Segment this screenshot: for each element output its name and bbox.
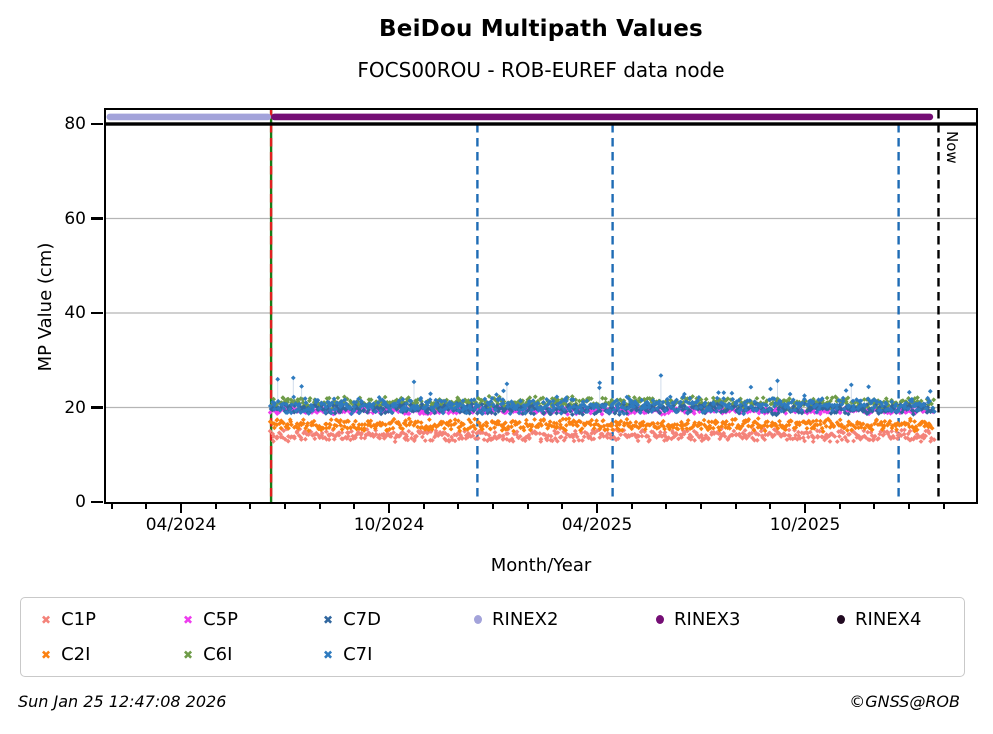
x-tick-m25 bbox=[942, 504, 945, 509]
plot-canvas bbox=[106, 110, 976, 502]
x-tick-m9 bbox=[388, 504, 390, 513]
y-tick-40 bbox=[91, 311, 103, 315]
y-tick-label-0: 0 bbox=[75, 492, 86, 512]
x-tick-label-10-2024: 10/2024 bbox=[353, 515, 425, 535]
y-tick-80 bbox=[91, 122, 103, 126]
x-tick-label-04-2024: 04/2024 bbox=[145, 515, 217, 535]
legend-label: RINEX4 bbox=[855, 609, 922, 630]
x-tick-m1 bbox=[110, 504, 113, 509]
x-tick-m19 bbox=[734, 504, 737, 509]
y-tick-label-80: 80 bbox=[64, 114, 86, 134]
page-title: BeiDou Multipath Values bbox=[379, 16, 703, 42]
threshold-line-80 bbox=[106, 122, 976, 126]
legend-item-c6i: ✖ C6I bbox=[183, 644, 323, 665]
series-c1p-points bbox=[267, 426, 937, 445]
legend-label: C6I bbox=[203, 644, 233, 665]
x-tick-m7 bbox=[318, 504, 321, 509]
y-tick-label-40: 40 bbox=[64, 303, 86, 323]
y-tick-0 bbox=[91, 500, 103, 504]
series-c7d-points bbox=[268, 401, 937, 418]
x-tick-m22 bbox=[838, 504, 841, 509]
x-tick-m21 bbox=[804, 504, 806, 513]
x-tick-m6 bbox=[284, 504, 286, 509]
y-tick-label-20: 20 bbox=[64, 397, 86, 418]
y-tick-label-60: 60 bbox=[64, 208, 86, 229]
legend-label: C7I bbox=[343, 644, 373, 665]
legend-item-rinex4: RINEX4 bbox=[837, 609, 964, 630]
availability-band-rinex3 bbox=[271, 113, 934, 121]
series-c7i-points bbox=[267, 373, 937, 417]
x-marker-icon: ✖ bbox=[183, 647, 194, 662]
x-tick-m20 bbox=[769, 504, 772, 509]
x-marker-icon: ✖ bbox=[323, 612, 334, 627]
legend-label: C7D bbox=[343, 609, 381, 630]
y-tick-20 bbox=[91, 406, 103, 409]
x-tick-m23 bbox=[873, 504, 876, 509]
x-axis-label: Month/Year bbox=[490, 555, 592, 576]
x-tick-m3 bbox=[180, 504, 182, 513]
x-tick-m14 bbox=[561, 504, 564, 509]
x-tick-m10 bbox=[422, 504, 425, 509]
legend-label: RINEX3 bbox=[674, 609, 741, 630]
x-marker-icon: ✖ bbox=[41, 647, 52, 662]
x-tick-m11 bbox=[457, 504, 460, 509]
x-tick-m5 bbox=[249, 504, 252, 509]
x-tick-m8 bbox=[353, 504, 356, 509]
circle-marker-icon bbox=[474, 615, 482, 624]
circle-marker-icon bbox=[837, 615, 845, 624]
legend-item-c7d: ✖ C7D bbox=[323, 609, 474, 630]
x-marker-icon: ✖ bbox=[183, 612, 194, 627]
legend-label: RINEX2 bbox=[492, 609, 559, 630]
now-line-label: Now bbox=[943, 131, 961, 164]
legend-label: C5P bbox=[203, 609, 238, 630]
copyright-label: ©GNSS@ROB bbox=[849, 692, 960, 711]
legend-item-c7i: ✖ C7I bbox=[323, 644, 474, 665]
x-tick-m12 bbox=[492, 504, 494, 509]
legend-item-rinex2: RINEX2 bbox=[474, 609, 656, 630]
x-tick-m2 bbox=[145, 504, 148, 509]
legend: ✖ C1P ✖ C5P ✖ C7D RINEX2 RINEX3 RINEX4 ✖ C2I ✖ C6I ✖ C… bbox=[20, 597, 965, 677]
legend-label: C1P bbox=[61, 609, 96, 630]
plot-area bbox=[104, 108, 978, 504]
series-c7i-stems bbox=[277, 377, 852, 405]
legend-item-c2i: ✖ C2I bbox=[41, 644, 183, 665]
x-tick-label-04-2025: 04/2025 bbox=[561, 515, 633, 535]
x-tick-m15 bbox=[596, 504, 598, 513]
circle-marker-icon bbox=[656, 615, 664, 624]
page-subtitle: FOCS00ROU - ROB-EUREF data node bbox=[357, 58, 725, 82]
x-tick-m16 bbox=[630, 504, 633, 509]
x-marker-icon: ✖ bbox=[41, 612, 52, 627]
legend-item-c1p: ✖ C1P bbox=[41, 609, 183, 630]
y-tick-60 bbox=[91, 217, 103, 220]
x-tick-m4 bbox=[214, 504, 217, 509]
x-tick-label-10-2025: 10/2025 bbox=[769, 515, 841, 535]
availability-band-rinex2 bbox=[106, 113, 272, 121]
x-tick-m24 bbox=[908, 504, 910, 509]
x-tick-m17 bbox=[665, 504, 668, 509]
plot-timestamp: Sun Jan 25 12:47:08 2026 bbox=[18, 692, 227, 711]
x-tick-m13 bbox=[526, 504, 529, 509]
legend-item-c5p: ✖ C5P bbox=[183, 609, 323, 630]
legend-label: C2I bbox=[61, 644, 91, 665]
legend-item-rinex3: RINEX3 bbox=[656, 609, 837, 630]
x-marker-icon: ✖ bbox=[323, 647, 334, 662]
x-tick-m18 bbox=[700, 504, 702, 509]
series-c2i-points bbox=[267, 416, 935, 434]
